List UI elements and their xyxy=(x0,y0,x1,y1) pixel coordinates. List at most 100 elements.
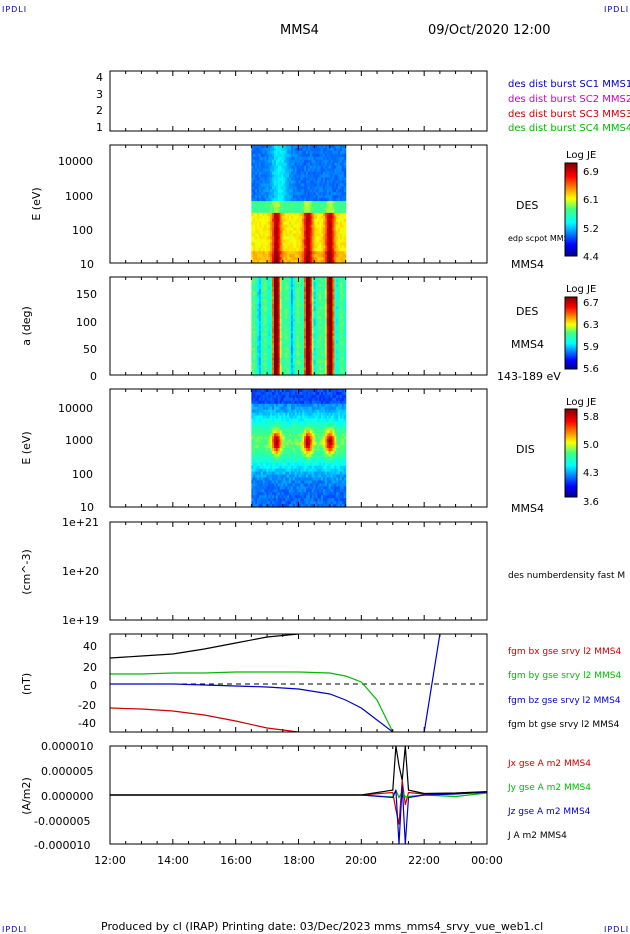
spectrogram-cell xyxy=(277,257,281,261)
spectrogram-cell xyxy=(275,338,279,342)
spectrogram-cell xyxy=(258,277,262,281)
spectrogram-cell xyxy=(262,174,266,179)
spectrogram-cell xyxy=(298,345,301,349)
spectrogram-cell xyxy=(326,323,330,327)
spectrogram-cell xyxy=(302,321,305,325)
spectrogram-cell xyxy=(311,177,315,181)
spectrogram-cell xyxy=(266,192,269,196)
spectrogram-cell xyxy=(264,406,268,411)
spectrogram-cell xyxy=(343,333,347,337)
spectrogram-cell xyxy=(300,189,303,193)
spectrogram-cell xyxy=(298,335,301,339)
spectrogram-cell xyxy=(283,284,286,288)
p2-sc-label: MMS4 xyxy=(511,258,544,271)
spectrogram-cell xyxy=(270,403,273,408)
spectrogram-cell xyxy=(338,357,341,361)
spectrogram-cell xyxy=(251,442,254,446)
spectrogram-cell xyxy=(283,326,286,330)
spectrogram-cell xyxy=(251,462,254,467)
spectrogram-cell xyxy=(307,245,311,249)
spectrogram-cell xyxy=(266,400,269,405)
spectrogram-cell xyxy=(341,316,345,320)
spectrogram-cell xyxy=(275,277,279,281)
spectrogram-cell xyxy=(336,186,339,190)
spectrogram-cell xyxy=(274,456,277,461)
spectrogram-cell xyxy=(253,501,256,505)
spectrogram-cell xyxy=(323,343,326,347)
spectrogram-cell xyxy=(307,180,311,184)
spectrogram-cell xyxy=(285,360,288,364)
spectrogram-cell xyxy=(294,311,298,315)
spectrogram-cell xyxy=(334,355,337,359)
spectrogram-cell xyxy=(279,177,283,181)
spectrogram-cell xyxy=(294,360,298,364)
spectrogram-cell xyxy=(306,218,309,223)
spectrogram-cell xyxy=(283,459,286,464)
p3-energy-label: 143-189 eV xyxy=(497,370,561,383)
spectrogram-cell xyxy=(264,284,268,288)
spectrogram-cell xyxy=(292,159,296,164)
spectrogram-cell xyxy=(330,365,334,369)
spectrogram-cell xyxy=(266,168,269,173)
spectrogram-cell xyxy=(294,462,298,467)
spectrogram-cell xyxy=(290,159,294,164)
spectrogram-cell xyxy=(292,468,296,473)
spectrogram-cell xyxy=(275,495,279,499)
spectrogram-cell xyxy=(258,442,262,446)
spectrogram-cell xyxy=(255,372,258,376)
spectrogram-cell xyxy=(311,281,315,285)
spectrogram-cell xyxy=(324,153,328,158)
spectrogram-cell xyxy=(296,303,300,307)
spectrogram-cell xyxy=(302,362,305,366)
spectrogram-cell xyxy=(319,316,322,320)
spectrogram-cell xyxy=(343,171,347,176)
spectrogram-cell xyxy=(275,357,279,361)
spectrogram-cell xyxy=(311,248,315,252)
spectrogram-cell xyxy=(285,195,288,199)
spectrogram-cell xyxy=(279,239,283,243)
spectrogram-cell xyxy=(272,355,275,359)
spectrogram-cell xyxy=(262,186,266,190)
spectrogram-cell xyxy=(302,162,305,167)
spectrogram-cell xyxy=(307,177,311,181)
spectrogram-cell xyxy=(272,445,275,449)
spectrogram-cell xyxy=(341,162,345,167)
spectrogram-cell xyxy=(289,453,292,458)
spectrogram-cell xyxy=(251,424,254,428)
spectrogram-cell xyxy=(266,239,269,243)
spectrogram-cell xyxy=(328,343,332,347)
p2-ytick: 1000 xyxy=(65,190,93,203)
spectrogram-cell xyxy=(334,233,337,238)
spectrogram-cell xyxy=(253,335,256,339)
spectrogram-cell xyxy=(264,370,268,374)
spectrogram-cell xyxy=(285,303,288,307)
spectrogram-cell xyxy=(253,459,256,464)
spectrogram-cell xyxy=(307,313,311,317)
spectrogram-cell xyxy=(275,215,279,220)
spectrogram-cell xyxy=(253,462,256,467)
spectrogram-cell xyxy=(298,227,301,232)
spectrogram-cell xyxy=(270,436,273,440)
spectrogram-cell xyxy=(283,215,286,220)
spectrogram-cell xyxy=(323,257,326,261)
spectrogram-cell xyxy=(260,391,264,396)
spectrogram-cell xyxy=(255,480,258,484)
spectrogram-cell xyxy=(343,372,347,376)
spectrogram-cell xyxy=(257,421,260,425)
spectrogram-cell xyxy=(332,360,335,364)
spectrogram-cell xyxy=(274,296,277,300)
spectrogram-cell xyxy=(315,201,318,205)
spectrogram-cell xyxy=(330,279,334,283)
spectrogram-cell xyxy=(287,198,290,202)
spectrogram-cell xyxy=(275,456,279,461)
spectrogram-cell xyxy=(268,204,271,208)
spectrogram-cell xyxy=(317,195,320,199)
spectrogram-cell xyxy=(311,333,315,337)
spectrogram-cell xyxy=(266,284,269,288)
spectrogram-cell xyxy=(260,448,264,452)
spectrogram-cell xyxy=(258,492,262,496)
spectrogram-cell xyxy=(266,201,269,205)
spectrogram-cell xyxy=(300,150,303,155)
spectrogram-cell xyxy=(302,343,305,347)
spectrogram-cell xyxy=(277,330,281,334)
